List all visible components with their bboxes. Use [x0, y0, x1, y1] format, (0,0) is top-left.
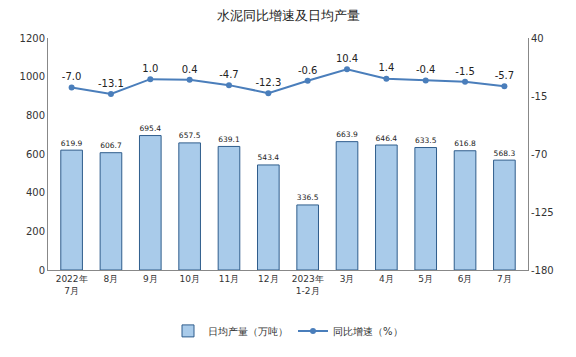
svg-text:639.1: 639.1 [218, 135, 240, 144]
svg-text:5月: 5月 [418, 274, 433, 284]
svg-text:1000: 1000 [20, 71, 45, 82]
svg-text:7月: 7月 [497, 274, 512, 284]
svg-text:633.5: 633.5 [415, 136, 437, 145]
svg-text:-70: -70 [531, 149, 547, 160]
svg-text:8月: 8月 [104, 274, 119, 284]
svg-text:606.7: 606.7 [100, 141, 122, 150]
svg-text:0: 0 [39, 265, 45, 276]
svg-text:1200: 1200 [20, 33, 45, 44]
svg-text:4月: 4月 [379, 274, 394, 284]
svg-text:800: 800 [26, 110, 45, 121]
svg-text:9月: 9月 [143, 274, 158, 284]
svg-text:1.4: 1.4 [378, 62, 394, 73]
svg-text:-15: -15 [531, 91, 547, 102]
svg-text:-0.6: -0.6 [298, 65, 318, 76]
svg-text:12月: 12月 [258, 274, 278, 284]
svg-text:657.5: 657.5 [179, 131, 201, 140]
svg-text:-4.7: -4.7 [219, 69, 239, 80]
svg-text:0.4: 0.4 [182, 64, 198, 75]
svg-text:-125: -125 [531, 207, 554, 218]
svg-text:600: 600 [26, 149, 45, 160]
svg-text:616.8: 616.8 [454, 139, 476, 148]
svg-text:200: 200 [26, 226, 45, 237]
svg-text:日均产量（万吨）: 日均产量（万吨） [208, 326, 288, 337]
svg-text:6月: 6月 [458, 274, 473, 284]
svg-text:-5.7: -5.7 [495, 70, 515, 81]
svg-text:2022年7月: 2022年7月 [56, 274, 88, 296]
svg-text:-13.1: -13.1 [98, 78, 124, 89]
svg-text:646.4: 646.4 [376, 134, 398, 143]
svg-text:695.4: 695.4 [139, 124, 161, 133]
svg-text:水泥同比增速及日均产量: 水泥同比增速及日均产量 [217, 8, 360, 23]
svg-text:-0.4: -0.4 [416, 64, 436, 75]
svg-text:-1.5: -1.5 [455, 66, 475, 77]
svg-text:619.9: 619.9 [61, 139, 83, 148]
svg-text:663.9: 663.9 [336, 130, 358, 139]
svg-text:同比增速（%）: 同比增速（%） [333, 326, 403, 337]
svg-text:-180: -180 [531, 265, 554, 276]
svg-text:1.0: 1.0 [142, 63, 158, 74]
svg-text:-7.0: -7.0 [62, 71, 82, 82]
svg-text:543.4: 543.4 [258, 153, 280, 162]
svg-text:40: 40 [531, 33, 544, 44]
svg-text:2023年1-2月: 2023年1-2月 [292, 274, 324, 296]
svg-text:10.4: 10.4 [336, 53, 358, 64]
svg-text:-12.3: -12.3 [255, 77, 281, 88]
svg-text:400: 400 [26, 187, 45, 198]
svg-text:336.5: 336.5 [297, 193, 319, 202]
svg-text:10月: 10月 [179, 274, 199, 284]
svg-text:11月: 11月 [219, 274, 239, 284]
svg-text:568.3: 568.3 [494, 149, 516, 158]
svg-text:3月: 3月 [340, 274, 355, 284]
